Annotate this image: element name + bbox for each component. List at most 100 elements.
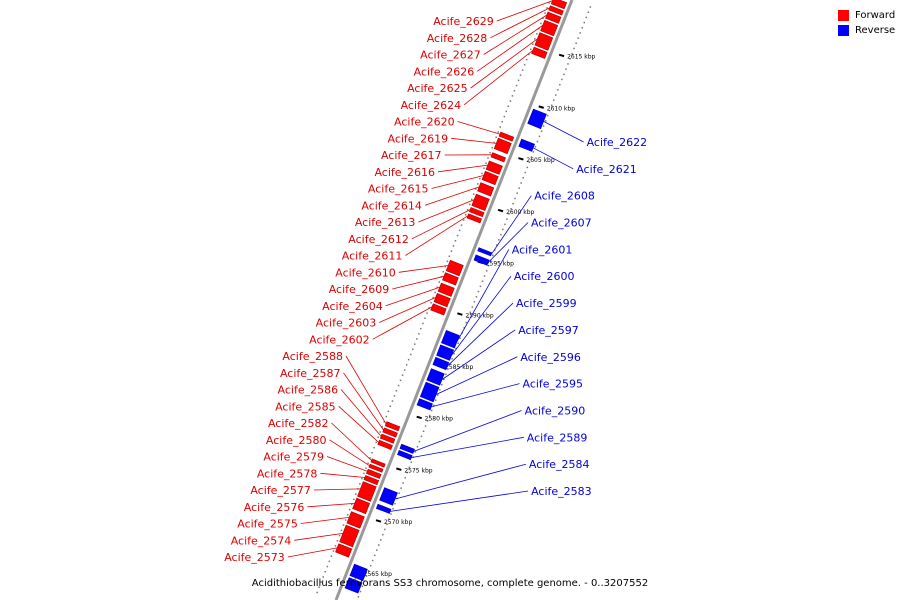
gene-label: Acife_2579 bbox=[263, 451, 324, 464]
dot-right bbox=[376, 549, 378, 551]
gene-labels: Acife_2629 Acife_2628 Acife_2627 Acife_2626… bbox=[224, 0, 647, 564]
leader-line bbox=[338, 406, 379, 443]
dot-right bbox=[408, 466, 410, 469]
dot-left bbox=[338, 534, 341, 537]
gene-label: Acife_2580 bbox=[266, 434, 327, 447]
dot-left bbox=[324, 571, 326, 573]
leader-line bbox=[294, 533, 343, 541]
gene-Acife_2574 bbox=[339, 524, 360, 548]
gene-label: Acife_2627 bbox=[420, 49, 481, 62]
dot-right bbox=[559, 83, 561, 86]
dot-left bbox=[342, 524, 345, 526]
dot-right bbox=[453, 352, 455, 355]
dot-left bbox=[442, 271, 444, 273]
gene-Acife_2595 bbox=[416, 398, 433, 411]
dot-left bbox=[479, 177, 481, 180]
gene-Acife_2576 bbox=[352, 497, 371, 515]
dot-left bbox=[403, 369, 406, 371]
dot-left bbox=[438, 281, 440, 283]
dot-right bbox=[404, 477, 406, 479]
scale-label: 2575 kbp bbox=[404, 467, 432, 474]
dot-left bbox=[387, 410, 390, 413]
leader-line bbox=[441, 329, 516, 380]
dot-left bbox=[344, 519, 347, 521]
gene-Acife_2616 bbox=[485, 160, 503, 175]
dot-right bbox=[390, 513, 392, 515]
leader-line bbox=[413, 410, 522, 452]
gene-Acife_2608 bbox=[477, 247, 493, 257]
gene-label: Acife_2620 bbox=[394, 116, 455, 129]
scale-tick bbox=[375, 519, 382, 523]
gene-Acife_2578 bbox=[363, 475, 380, 486]
dot-right bbox=[369, 564, 372, 567]
gene-Acife_2588 bbox=[384, 421, 401, 432]
leader-line bbox=[483, 14, 547, 55]
dot-left bbox=[363, 472, 365, 475]
dot-left bbox=[397, 384, 400, 387]
dot-left bbox=[353, 498, 355, 501]
dot-left bbox=[511, 95, 514, 97]
gene-label: Acife_2609 bbox=[329, 283, 390, 296]
dot-right bbox=[469, 311, 472, 313]
dot-right bbox=[540, 130, 543, 132]
dot-right bbox=[418, 440, 421, 443]
dot-right bbox=[538, 135, 541, 138]
dot-left bbox=[414, 343, 416, 345]
dot-right bbox=[430, 409, 433, 412]
dot-right bbox=[589, 6, 592, 8]
dot-right bbox=[359, 590, 362, 593]
dot-right bbox=[410, 461, 413, 463]
dot-left bbox=[548, 2, 550, 4]
gene-label: Acife_2616 bbox=[374, 166, 435, 179]
gene-Acife_2621 bbox=[518, 138, 535, 152]
dot-right bbox=[357, 596, 360, 598]
dot-left bbox=[523, 64, 526, 66]
dot-left bbox=[367, 462, 369, 464]
leader-line bbox=[392, 275, 445, 290]
dot-left bbox=[385, 415, 388, 418]
dot-left bbox=[471, 198, 473, 201]
dot-right bbox=[546, 114, 549, 117]
gene-Acife_2609 bbox=[442, 272, 459, 286]
dot-left bbox=[361, 477, 363, 480]
dot-right bbox=[471, 306, 474, 308]
gene-Acife_2575 bbox=[346, 511, 365, 529]
dot-right bbox=[451, 358, 453, 360]
gene-features bbox=[335, 0, 568, 594]
dot-left bbox=[458, 229, 461, 232]
legend-item-forward: Forward bbox=[838, 8, 895, 23]
gene-Acife_2625 bbox=[534, 32, 554, 51]
dot-left bbox=[513, 90, 516, 92]
gene-label: Acife_2597 bbox=[518, 324, 579, 337]
dot-right bbox=[394, 502, 396, 505]
dot-left bbox=[528, 53, 530, 56]
leader-line bbox=[385, 286, 440, 307]
leader-line bbox=[300, 517, 350, 524]
gene-label: Acife_2619 bbox=[388, 132, 449, 145]
gene-Acife_2589 bbox=[397, 450, 413, 461]
leader-line bbox=[287, 547, 338, 558]
dot-right bbox=[510, 208, 512, 210]
dot-right bbox=[496, 244, 498, 246]
gene-unnamed bbox=[344, 577, 363, 594]
gene-Acife_2617 bbox=[490, 152, 506, 163]
gene-label: Acife_2617 bbox=[381, 149, 442, 162]
dot-left bbox=[371, 452, 373, 454]
gene-label: Acife_2611 bbox=[342, 250, 403, 263]
scale-label: 2610 kbp bbox=[547, 105, 575, 112]
dot-left bbox=[485, 162, 487, 164]
gene-label: Acife_2587 bbox=[280, 367, 341, 380]
leader-line bbox=[405, 215, 469, 256]
leader-line bbox=[437, 164, 488, 173]
leader-line bbox=[490, 7, 550, 39]
gene-Acife_2604 bbox=[437, 282, 455, 297]
dot-right bbox=[524, 171, 526, 174]
dot-right bbox=[479, 285, 482, 288]
gene-label: Acife_2608 bbox=[534, 190, 595, 203]
dot-right bbox=[447, 368, 449, 370]
forward-swatch bbox=[838, 10, 849, 21]
dot-left bbox=[515, 84, 518, 87]
dot-left bbox=[405, 364, 408, 366]
leader-line bbox=[451, 137, 497, 144]
scale-label: 2580 kbp bbox=[425, 416, 453, 423]
